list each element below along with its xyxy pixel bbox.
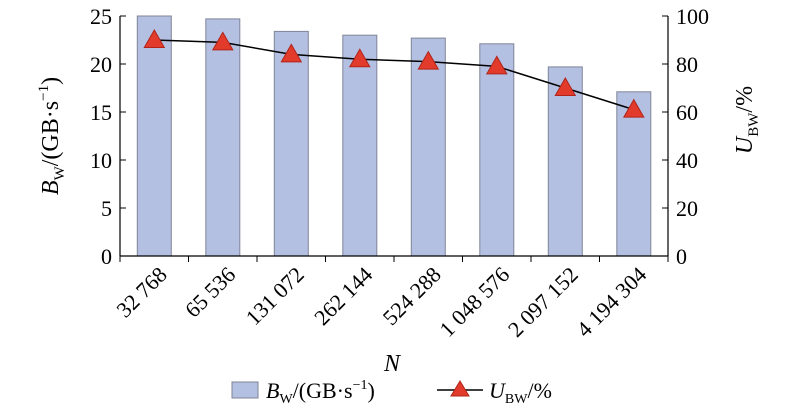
right-axis-ticks: 0 20 40 60 80 100: [662, 4, 709, 269]
bar: [342, 34, 378, 257]
left-axis-ticks: 0 5 10 15 20 25: [90, 4, 126, 269]
right-tick-label: 0: [676, 244, 687, 269]
right-tick-label: 60: [676, 100, 698, 125]
x-tick-label: 4 194 304: [571, 262, 651, 342]
triangle-marker: [348, 48, 371, 68]
right-tick-label: 20: [676, 196, 698, 221]
y-left-axis-title: BW/(GB·s−1): [36, 77, 68, 195]
x-tick-label: 131 072: [241, 262, 309, 330]
legend-triangle-marker: [450, 380, 470, 397]
x-axis-title: N: [383, 351, 402, 377]
bar: [205, 18, 241, 257]
left-tick-label: 15: [90, 100, 112, 125]
bar-series: [136, 15, 652, 257]
bar: [136, 15, 172, 257]
x-tick-label: 2 097 152: [503, 262, 583, 342]
left-tick-label: 25: [90, 4, 112, 29]
bar: [616, 91, 652, 257]
bar: [273, 30, 309, 257]
legend-line-label: UBW/%: [489, 378, 552, 407]
axes: [119, 16, 669, 257]
x-tick-label: 524 288: [378, 262, 446, 330]
right-tick-label: 100: [676, 4, 709, 29]
right-tick-label: 40: [676, 148, 698, 173]
triangle-marker: [622, 98, 645, 118]
left-tick-label: 0: [101, 244, 112, 269]
y-right-axis-title: UBW/%: [732, 86, 762, 154]
bar: [410, 37, 446, 257]
left-tick-label: 10: [90, 148, 112, 173]
triangle-marker: [280, 43, 303, 63]
x-tick-label: 32 768: [111, 262, 171, 322]
triangle-marker: [143, 28, 166, 48]
x-tick-label: 1 048 576: [434, 262, 514, 342]
line-series: [143, 28, 645, 118]
left-tick-label: 20: [90, 52, 112, 77]
utilization-line: [154, 39, 635, 111]
bar: [547, 66, 583, 257]
legend: BW/(GB·s−1) UBW/%: [231, 378, 552, 407]
x-tick-label: 65 536: [180, 262, 240, 322]
legend-bar-swatch: [231, 381, 259, 399]
triangle-marker: [485, 55, 508, 75]
left-tick-label: 5: [101, 196, 112, 221]
triangle-marker: [554, 76, 577, 96]
legend-bar-label: BW/(GB·s−1): [266, 378, 375, 407]
triangle-marker: [211, 31, 234, 51]
right-tick-label: 80: [676, 52, 698, 77]
bar: [479, 43, 515, 257]
triangle-marker: [417, 50, 440, 70]
x-tick-label: 262 144: [309, 262, 377, 330]
